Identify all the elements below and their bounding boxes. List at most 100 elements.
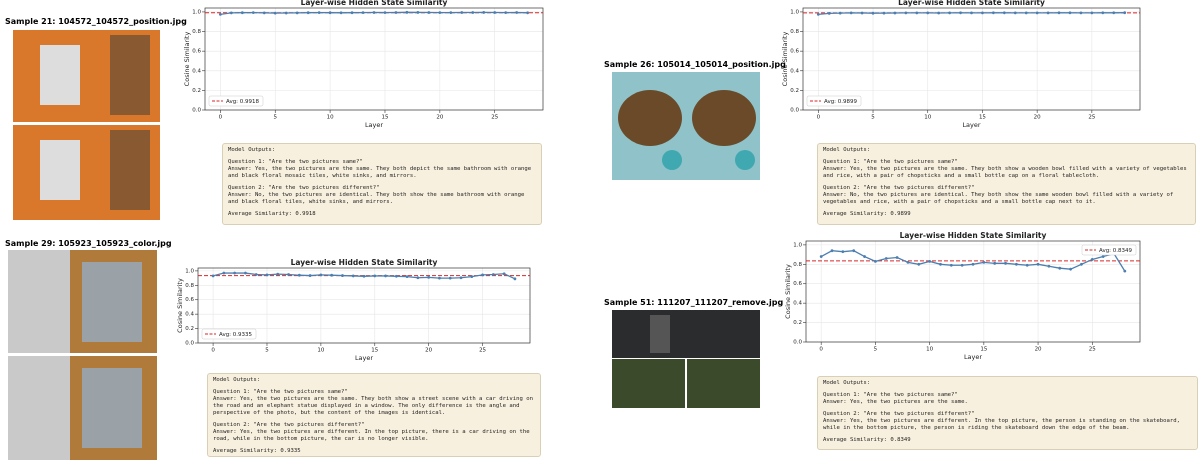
point [993,261,997,265]
y-tick-label: 0.0 [192,108,201,114]
sample-image [8,250,157,460]
point [949,263,953,267]
point [339,11,343,15]
point [306,11,310,15]
legend [806,95,862,107]
point [262,11,266,15]
chart-title: Layer-wise Hidden State Similarity [898,0,1045,7]
legend-label: Avg: 0.9899 [824,99,858,105]
x-tick-label: 10 [924,115,931,121]
output-line: Average Similarity: 0.9335 [213,448,301,454]
point [482,11,486,14]
point [287,273,290,276]
x-tick-label: 15 [980,347,987,353]
point [860,11,864,15]
model-outputs: Model Outputs: Question 1: "Are the two p… [817,143,1196,225]
x-tick-label: 5 [273,115,277,121]
point [350,11,354,15]
point [373,274,377,278]
point [481,273,484,277]
x-tick-label: 10 [327,115,334,121]
point [328,11,332,15]
x-tick-label: 15 [371,348,378,354]
legend [201,328,257,340]
point [1101,11,1105,15]
output-line: Answer: No, the two pictures are identic… [228,192,525,205]
point [895,256,899,259]
plot-area [803,8,1140,110]
point [1024,11,1028,15]
point [394,274,398,278]
point [852,249,856,253]
point [884,257,888,260]
x-axis-label: Layer [355,354,373,362]
point [1090,11,1094,15]
point [438,11,442,15]
x-tick-label: 20 [436,115,443,121]
x-tick-label: 20 [1034,115,1041,121]
legend-label: Avg: 0.9918 [226,99,260,105]
point [816,12,820,16]
y-axis-label: Cosine Similarity [183,32,191,87]
point [427,11,431,14]
point [254,273,258,276]
y-tick-label: 0.6 [185,297,194,303]
x-tick-label: 10 [926,347,933,353]
x-axis-label: Layer [964,353,982,361]
y-tick-label: 0.4 [185,312,194,318]
y-tick-label: 0.0 [793,340,802,346]
y-axis-label: Cosine Similarity [784,264,792,319]
x-tick-label: 15 [381,115,388,121]
point [849,11,853,15]
point [1014,262,1018,266]
sample-title: Sample 29: 105923_105923_color.jpg [5,239,172,248]
point [863,255,866,258]
point [819,255,823,258]
point [904,11,908,15]
point [906,260,910,264]
point [218,12,222,16]
output-line: Model Outputs: [213,377,261,383]
point [460,11,464,14]
output-line: Question 2: "Are the two pictures differ… [228,185,380,191]
point [211,274,215,278]
y-tick-label: 1.0 [793,242,802,248]
x-tick-label: 20 [1035,347,1042,353]
point [449,11,453,15]
point [341,274,344,277]
x-tick-label: 0 [219,115,223,121]
point [222,271,226,275]
output-line: Question 1: "Are the two pictures same?" [823,392,958,398]
y-tick-label: 0.2 [192,88,201,94]
point [982,260,986,264]
point [1068,11,1072,15]
point [1058,266,1062,270]
output-line: Model Outputs: [823,147,871,153]
point [362,274,366,278]
point [991,11,995,15]
x-tick-label: 25 [1088,115,1095,121]
point [1025,263,1029,267]
chart-title: Layer-wise Hidden State Similarity [900,231,1047,240]
point [1047,264,1051,268]
point [427,275,431,279]
y-tick-label: 1.0 [185,268,194,274]
point [372,11,376,14]
output-line: Answer: Yes, the two pictures are differ… [213,429,530,442]
point [1002,11,1006,15]
x-tick-label: 0 [817,115,821,121]
model-outputs: Model Outputs: Question 1: "Are the two p… [817,376,1198,450]
output-line: Answer: Yes, the two pictures are the sa… [823,399,968,405]
sample-title: Sample 51: 111207_111207_remove.jpg [604,298,784,307]
point [871,11,875,15]
y-tick-label: 0.0 [790,108,799,114]
y-tick-label: 0.8 [185,283,194,289]
point [351,274,355,278]
point [893,11,897,15]
output-line: Question 1: "Are the two pictures same?" [228,159,363,165]
point [383,11,387,15]
x-tick-label: 25 [1089,347,1096,353]
output-line: Question 2: "Are the two pictures differ… [823,411,975,417]
point [405,275,409,279]
point [1013,11,1017,15]
